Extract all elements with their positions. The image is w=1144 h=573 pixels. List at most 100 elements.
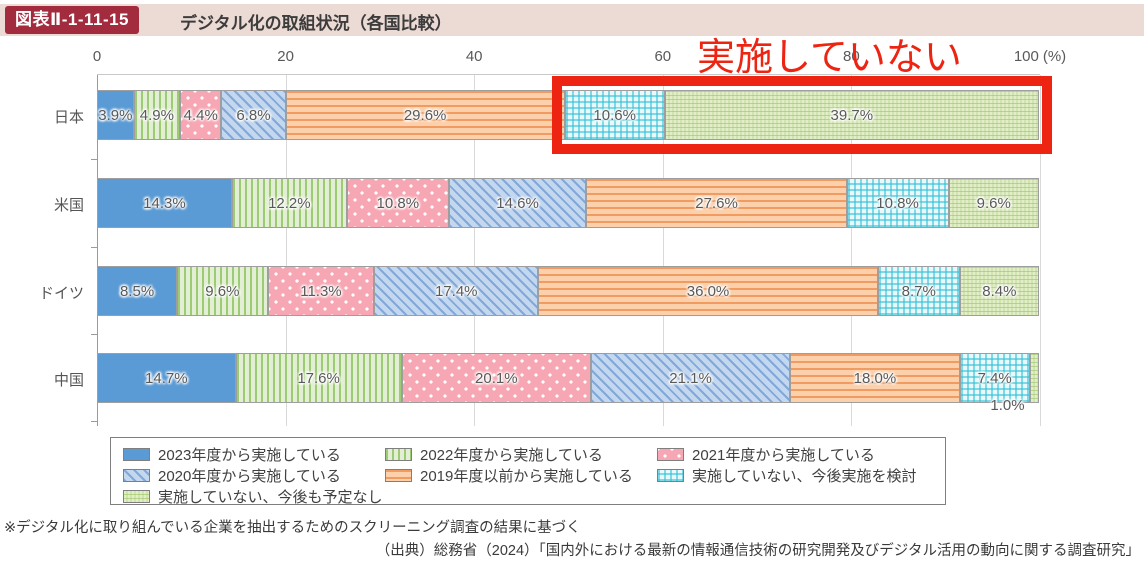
segment-value-label: 4.4% xyxy=(183,106,218,124)
legend-swatch-icon xyxy=(657,448,684,461)
y-axis-line xyxy=(97,75,98,426)
segment-value-label: 20.1% xyxy=(475,369,518,387)
legend-swatch-icon xyxy=(123,490,150,503)
x-axis-tick-label: 40 xyxy=(465,48,483,65)
annotation-text: 実施していない xyxy=(697,35,962,79)
bar-segment: 27.6% xyxy=(586,178,847,228)
bar-segment: 39.7% xyxy=(664,90,1039,140)
legend-swatch-icon xyxy=(123,448,150,461)
header-strip xyxy=(0,4,1144,36)
legend-label: 2021年度から実施している xyxy=(692,447,875,464)
y-axis-tick xyxy=(91,421,97,422)
bar-row-日本: 日本 3.9% 4.9% 4.4% 6.8% 29.6% 10.6% 39.7% xyxy=(54,90,1040,140)
legend-swatch-icon xyxy=(385,469,412,482)
bar-segment: 8.4% xyxy=(959,266,1039,316)
bar-segment: 18.0% xyxy=(790,353,960,403)
segment-value-label: 7.4% xyxy=(977,369,1012,387)
segment-value-label: 6.8% xyxy=(236,106,271,124)
legend-item: 2019年度以前から実施している xyxy=(385,466,657,485)
legend-label: 実施していない、今後も予定なし xyxy=(158,489,383,506)
y-axis-tick xyxy=(91,247,97,248)
legend-item: 2021年度から実施している xyxy=(657,445,941,464)
segment-value-label: 39.7% xyxy=(830,106,874,124)
y-axis-tick xyxy=(91,334,97,335)
segment-value-label: 1.0% xyxy=(990,397,1025,414)
bar-segment: 14.7% xyxy=(97,353,236,403)
bar-segment: 20.1% xyxy=(401,353,592,403)
bar-segment: 17.4% xyxy=(374,266,539,316)
x-axis-tick-label: 60 xyxy=(654,48,672,65)
bar-segment: 9.6% xyxy=(177,266,268,316)
segment-value-label: 29.6% xyxy=(403,106,447,124)
x-axis-tick-label: 0 xyxy=(92,48,102,65)
bar-segment: 4.9% xyxy=(133,90,180,140)
segment-value-label: 12.2% xyxy=(268,194,311,212)
bar-segment: 8.7% xyxy=(877,266,960,316)
bar-segment: 6.8% xyxy=(221,90,286,140)
plot-area: 日本 3.9% 4.9% 4.4% 6.8% 29.6% 10.6% 39.7% 米国 14.3%… xyxy=(39,74,1041,426)
segment-value-label: 10.8% xyxy=(876,194,919,212)
gridline xyxy=(662,75,664,426)
bar-segment: 14.3% xyxy=(97,178,232,228)
segment-value-label: 10.6% xyxy=(593,106,636,124)
bar-segment: 1.0% xyxy=(990,353,1039,414)
bar-row-中国: 中国 14.7% 17.6% 20.1% 21.1% 18.0% 7.4% 1.0% xyxy=(54,353,1040,414)
category-label: 米国 xyxy=(53,197,84,214)
gridline xyxy=(285,75,287,426)
segment-value-label: 27.6% xyxy=(695,194,738,212)
segment-value-label: 3.9% xyxy=(98,106,133,124)
x-axis-tick-label: 20 xyxy=(277,48,294,65)
x-axis-unit: (%) xyxy=(1042,48,1067,65)
segment-value-label: 9.6% xyxy=(976,194,1011,212)
bar-segment: 12.2% xyxy=(231,178,347,228)
legend-item: 2020年度から実施している xyxy=(123,466,385,485)
category-label: ドイツ xyxy=(38,285,84,302)
bar-segment: 9.6% xyxy=(948,178,1040,228)
y-axis-tick xyxy=(91,159,97,160)
segment-value-label: 11.3% xyxy=(300,282,342,300)
segment-value-label: 21.1% xyxy=(669,369,712,387)
category-label: 日本 xyxy=(53,109,84,126)
footnote: ※デジタル化に取り組んでいる企業を抽出するためのスクリーニング調査の結果に基づく xyxy=(4,520,581,536)
x-axis-tick-label: 80 xyxy=(843,48,860,65)
bar-segment: 10.8% xyxy=(346,178,449,228)
bar-segment: 4.4% xyxy=(179,90,222,140)
legend-label: 2022年度から実施している xyxy=(420,447,603,464)
bar-segment: 14.6% xyxy=(448,178,587,228)
segment-value-label: 17.4% xyxy=(434,282,478,300)
bar-segment: 21.1% xyxy=(591,353,791,403)
legend-item: 実施していない、今後も予定なし xyxy=(123,487,385,506)
segment-value-label: 8.4% xyxy=(982,282,1017,300)
legend-item: 2023年度から実施している xyxy=(123,445,385,464)
segment-value-label: 8.7% xyxy=(901,282,936,300)
bar-segment: 3.9% xyxy=(97,90,134,140)
segment-value-label: 9.6% xyxy=(205,282,240,300)
legend-label: 実施していない、今後実施を検討 xyxy=(692,468,917,485)
legend-item: 実施していない、今後実施を検討 xyxy=(657,466,941,485)
segment-value-label: 10.8% xyxy=(376,194,420,212)
legend-swatch-icon xyxy=(385,448,412,461)
segment-value-label: 4.9% xyxy=(139,106,174,124)
legend-swatch-icon xyxy=(123,469,150,482)
bar-segment: 10.8% xyxy=(846,178,949,228)
chart-legend: 2023年度から実施している 2022年度から実施している 2021年度から実施して… xyxy=(110,437,946,506)
legend-label: 2019年度以前から実施している xyxy=(420,468,633,485)
bar-segment: 7.4% xyxy=(959,353,1030,403)
gridline xyxy=(474,75,476,426)
legend-item: 2022年度から実施している xyxy=(385,445,657,464)
figure-title: デジタル化の取組状況（各国比較） xyxy=(180,14,452,33)
gridline xyxy=(851,75,853,426)
bar-segment: 17.6% xyxy=(235,353,402,403)
bar-row-米国: 米国 14.3% 12.2% 10.8% 14.6% 27.6% 10.8% 9.6% xyxy=(54,178,1040,228)
bar-row-ドイツ: ドイツ 8.5% 9.6% 11.3% 17.4% 36.0% 8.7% 8.4% xyxy=(39,266,1040,316)
segment-value-label: 17.6% xyxy=(297,369,340,387)
category-label: 中国 xyxy=(53,372,84,389)
segment-value-label: 18.0% xyxy=(853,369,897,387)
x-axis-tick-label: 100 (%) xyxy=(1013,48,1067,65)
legend-swatch-icon xyxy=(657,469,684,482)
figure-number-badge: 図表Ⅱ-1-11-15 xyxy=(5,6,140,34)
legend-label: 2023年度から実施している xyxy=(158,447,341,464)
bar-segment: 10.6% xyxy=(564,90,665,140)
bar-segment: 11.3% xyxy=(267,266,375,316)
